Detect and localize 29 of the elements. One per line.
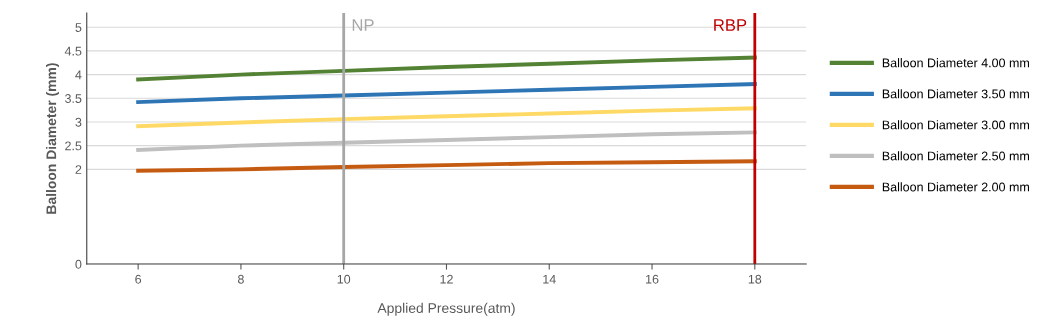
- y-axis-title: Balloon Diameter (mm): [46, 63, 59, 214]
- x-axis-title: Applied Pressure(atm): [377, 302, 515, 316]
- x-tick-label: 6: [135, 274, 142, 284]
- y-tick-label: 3.5: [65, 94, 82, 103]
- line-series: [136, 106, 757, 129]
- ref-line-label: NP: [352, 19, 374, 31]
- y-tick-label: 2: [75, 165, 82, 174]
- legend-label: Balloon Diameter 2.50 mm: [882, 151, 1029, 161]
- y-tick-label: 3: [75, 117, 82, 127]
- y-tick-label: 5: [75, 23, 82, 32]
- x-tick-label: 16: [646, 274, 659, 284]
- line-series: [136, 130, 757, 152]
- line-series: [136, 82, 757, 105]
- legend-label: Balloon Diameter 4.00 mm: [882, 58, 1029, 68]
- y-tick-label: 4.5: [64, 46, 82, 56]
- legend-label: Balloon Diameter 3.00 mm: [882, 120, 1029, 130]
- x-tick-label: 12: [440, 274, 453, 284]
- x-tick-label: 14: [543, 274, 556, 284]
- y-tick-label: 2.5: [65, 141, 82, 151]
- ref-line-label: RBP: [714, 19, 747, 31]
- line-series: [136, 159, 757, 173]
- legend-label: Balloon Diameter 2.00 mm: [882, 182, 1029, 192]
- y-tick-label: 0: [75, 259, 82, 269]
- line-series: [136, 55, 757, 82]
- y-tick-label: 4: [75, 70, 82, 80]
- x-tick-label: 8: [237, 274, 244, 284]
- x-tick-label: 10: [337, 274, 351, 284]
- x-tick-label: 18: [748, 274, 762, 284]
- legend-label: Balloon Diameter 3.50 mm: [882, 89, 1029, 99]
